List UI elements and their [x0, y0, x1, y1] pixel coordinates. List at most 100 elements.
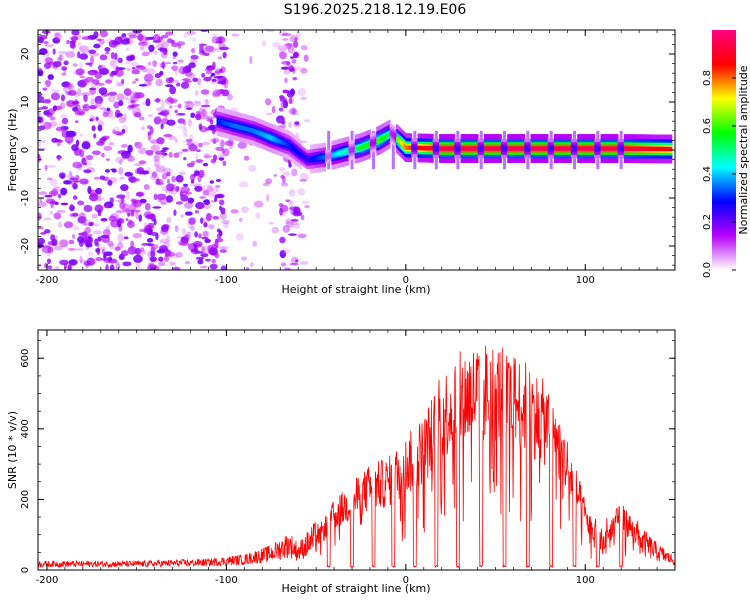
noise-blob — [130, 198, 137, 203]
noise-blob — [266, 193, 270, 202]
noise-blob — [149, 174, 159, 181]
noise-blob — [83, 162, 88, 166]
noise-blob — [120, 250, 129, 257]
noise-blob — [303, 54, 309, 62]
noise-blob — [177, 103, 182, 109]
noise-blob — [135, 192, 144, 197]
noise-blob — [117, 72, 125, 76]
noise-blob — [293, 206, 298, 211]
noise-blob — [98, 64, 102, 72]
noise-blob — [49, 178, 58, 187]
noise-blob — [290, 256, 299, 265]
noise-blob — [101, 153, 105, 158]
noise-blob — [195, 201, 205, 210]
noise-blob — [173, 209, 177, 216]
noise-blob — [188, 62, 196, 69]
noise-blob — [189, 182, 196, 187]
noise-blob — [160, 123, 164, 130]
noise-blob — [215, 89, 226, 95]
noise-blob — [299, 178, 308, 182]
noise-blob — [155, 78, 163, 87]
noise-blob — [73, 71, 83, 76]
noise-blob — [183, 100, 194, 104]
noise-blob — [222, 160, 227, 167]
noise-blob — [174, 138, 179, 143]
noise-blob — [164, 84, 174, 88]
noise-blob — [176, 113, 186, 116]
noise-blob — [68, 259, 78, 266]
noise-blob — [201, 108, 207, 117]
noise-blob — [183, 104, 190, 109]
noise-blob — [192, 77, 199, 83]
noise-blob — [280, 66, 290, 70]
noise-blob — [215, 178, 222, 183]
noise-blob — [138, 214, 143, 222]
noise-blob — [222, 148, 230, 157]
noise-blob — [211, 36, 220, 44]
noise-blob — [265, 112, 273, 116]
noise-blob — [119, 202, 126, 210]
noise-blob — [82, 104, 87, 109]
noise-blob — [190, 249, 196, 252]
noise-blob — [196, 149, 201, 153]
noise-blob — [89, 115, 96, 122]
noise-blob — [96, 198, 102, 202]
noise-blob — [152, 33, 161, 43]
noise-blob — [126, 67, 131, 72]
noise-blob — [41, 30, 51, 34]
noise-blob — [301, 200, 310, 204]
noise-blob — [104, 52, 110, 55]
noise-blob — [61, 66, 68, 71]
noise-blob — [129, 90, 139, 100]
noise-blob — [38, 107, 44, 111]
noise-blob — [156, 193, 167, 201]
noise-blob — [121, 128, 126, 134]
noise-blob — [94, 71, 103, 80]
noise-blob — [300, 96, 307, 100]
noise-blob — [85, 62, 93, 66]
noise-blob — [195, 159, 204, 163]
noise-blob — [154, 50, 158, 55]
noise-blob — [79, 259, 87, 263]
noise-blob — [102, 229, 111, 237]
noise-blob — [115, 210, 125, 214]
noise-blob — [214, 196, 218, 202]
noise-blob — [96, 85, 100, 91]
noise-blob — [255, 212, 261, 219]
noise-blob — [194, 209, 200, 214]
noise-blob — [288, 233, 297, 236]
noise-blob — [43, 262, 49, 269]
noise-blob — [206, 116, 215, 120]
noise-blob — [282, 171, 291, 176]
noise-blob — [82, 232, 89, 240]
noise-blob — [61, 72, 67, 76]
noise-blob — [115, 156, 124, 164]
noise-blob — [272, 41, 281, 48]
noise-blob — [114, 246, 121, 252]
spectrogram-x-axis-label: Height of straight line (km) — [281, 283, 430, 296]
noise-blob — [147, 132, 152, 141]
noise-blob — [198, 50, 207, 56]
noise-blob — [214, 185, 221, 188]
noise-blob — [288, 108, 298, 116]
y-tick-label: 10 — [20, 96, 31, 109]
noise-blob — [45, 57, 53, 64]
noise-blob — [150, 262, 155, 269]
noise-blob — [69, 203, 74, 210]
noise-blob — [200, 114, 209, 120]
noise-blob — [135, 211, 139, 220]
y-tick-label: 400 — [20, 419, 31, 438]
noise-blob — [106, 107, 111, 112]
noise-blob — [79, 133, 84, 137]
noise-blob — [200, 217, 204, 224]
noise-blob — [248, 165, 257, 172]
noise-blob — [83, 154, 94, 159]
noise-blob — [245, 267, 250, 270]
noise-blob — [201, 236, 209, 240]
noise-blob — [292, 211, 303, 217]
noise-blob — [149, 126, 154, 135]
noise-blob — [121, 33, 127, 38]
noise-blob — [194, 90, 199, 96]
noise-blob — [98, 87, 108, 95]
